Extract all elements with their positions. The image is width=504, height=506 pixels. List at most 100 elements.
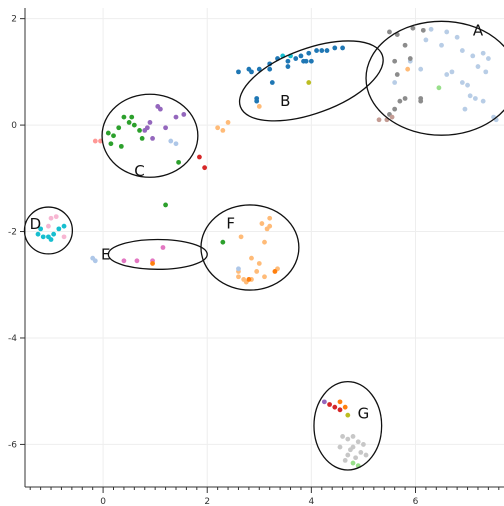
data-point xyxy=(142,128,148,133)
data-point xyxy=(48,215,54,221)
cluster-ellipse-f xyxy=(200,204,300,291)
data-point xyxy=(129,114,135,120)
data-point xyxy=(168,138,174,144)
data-point xyxy=(337,407,343,413)
data-point xyxy=(220,128,226,133)
data-point xyxy=(405,66,411,72)
data-point xyxy=(35,231,41,237)
data-point xyxy=(462,106,468,112)
data-point xyxy=(392,106,398,112)
data-point xyxy=(387,29,392,35)
data-point xyxy=(306,50,312,56)
data-point xyxy=(246,277,252,282)
data-point xyxy=(444,72,450,77)
data-point xyxy=(236,274,241,280)
cluster-ellipse-e xyxy=(107,238,208,270)
data-point xyxy=(350,434,356,439)
cluster-label-a: A xyxy=(473,21,484,39)
data-point xyxy=(163,125,168,131)
data-point xyxy=(324,48,330,53)
data-point xyxy=(350,460,356,466)
cluster-label-f: F xyxy=(226,215,235,233)
data-point xyxy=(376,117,382,123)
data-point xyxy=(197,154,202,160)
cluster-outlines: A B C D E F G xyxy=(23,20,504,471)
data-point xyxy=(402,96,408,101)
data-point xyxy=(285,64,291,69)
data-point xyxy=(483,69,489,75)
data-point xyxy=(475,64,481,69)
data-point xyxy=(256,261,262,266)
cluster-ellipse-g xyxy=(313,380,383,471)
cluster-ellipse-c xyxy=(101,93,199,178)
data-point xyxy=(361,442,366,447)
y-tick-label: -2 xyxy=(8,228,17,238)
data-point xyxy=(428,26,434,32)
x-tick-label: 6 xyxy=(413,497,419,506)
data-point xyxy=(308,58,314,64)
x-tick-label: 4 xyxy=(308,497,314,506)
cluster-label-g: G xyxy=(358,405,370,423)
data-point xyxy=(157,106,163,112)
data-point xyxy=(444,29,450,35)
data-point xyxy=(267,66,273,72)
data-point xyxy=(111,133,116,139)
y-tick-label: -4 xyxy=(8,334,17,344)
data-point xyxy=(150,261,155,266)
data-point xyxy=(418,98,424,104)
data-point xyxy=(423,37,429,43)
data-point xyxy=(337,399,343,405)
data-point xyxy=(236,69,241,75)
data-point xyxy=(105,130,111,136)
x-tick-label: 0 xyxy=(100,497,106,506)
data-point xyxy=(238,234,244,240)
data-point xyxy=(202,165,208,171)
y-tick-label: 2 xyxy=(11,15,17,25)
data-point xyxy=(147,120,153,125)
data-point xyxy=(51,231,57,237)
data-point xyxy=(53,214,59,220)
data-point xyxy=(465,82,470,88)
data-point xyxy=(306,80,312,85)
data-point xyxy=(137,128,142,133)
data-point xyxy=(46,223,51,229)
data-point xyxy=(358,450,364,455)
data-point xyxy=(298,53,304,59)
cluster-ellipse-b xyxy=(238,40,384,122)
data-point xyxy=(181,112,187,117)
data-point xyxy=(121,258,127,264)
data-point xyxy=(220,239,226,245)
data-point xyxy=(363,452,369,458)
data-point xyxy=(254,269,260,274)
data-point xyxy=(267,215,273,221)
data-point xyxy=(285,58,291,64)
data-point xyxy=(215,125,221,131)
data-point xyxy=(480,98,486,104)
scatter-points xyxy=(35,25,499,469)
data-point xyxy=(256,104,262,109)
data-point xyxy=(340,434,345,439)
data-point xyxy=(259,221,265,226)
data-point xyxy=(345,436,351,442)
data-point xyxy=(139,135,145,141)
data-point xyxy=(340,45,345,51)
data-point xyxy=(397,98,403,104)
data-point xyxy=(150,135,155,141)
data-point xyxy=(332,45,338,51)
data-point xyxy=(267,223,273,229)
data-point xyxy=(454,34,460,40)
data-point xyxy=(269,80,275,85)
data-point xyxy=(160,245,166,250)
data-point xyxy=(470,53,476,59)
cluster-label-d: D xyxy=(30,215,42,233)
data-point xyxy=(467,93,473,99)
y-tick-label: -6 xyxy=(8,440,17,450)
data-point xyxy=(56,226,62,232)
data-point xyxy=(319,48,325,53)
data-point xyxy=(262,239,267,245)
data-point xyxy=(392,80,398,85)
axes: 0 2 4 6 2 0 -2 -4 -6 xyxy=(8,8,504,506)
data-point xyxy=(394,72,400,77)
data-point xyxy=(92,258,98,264)
